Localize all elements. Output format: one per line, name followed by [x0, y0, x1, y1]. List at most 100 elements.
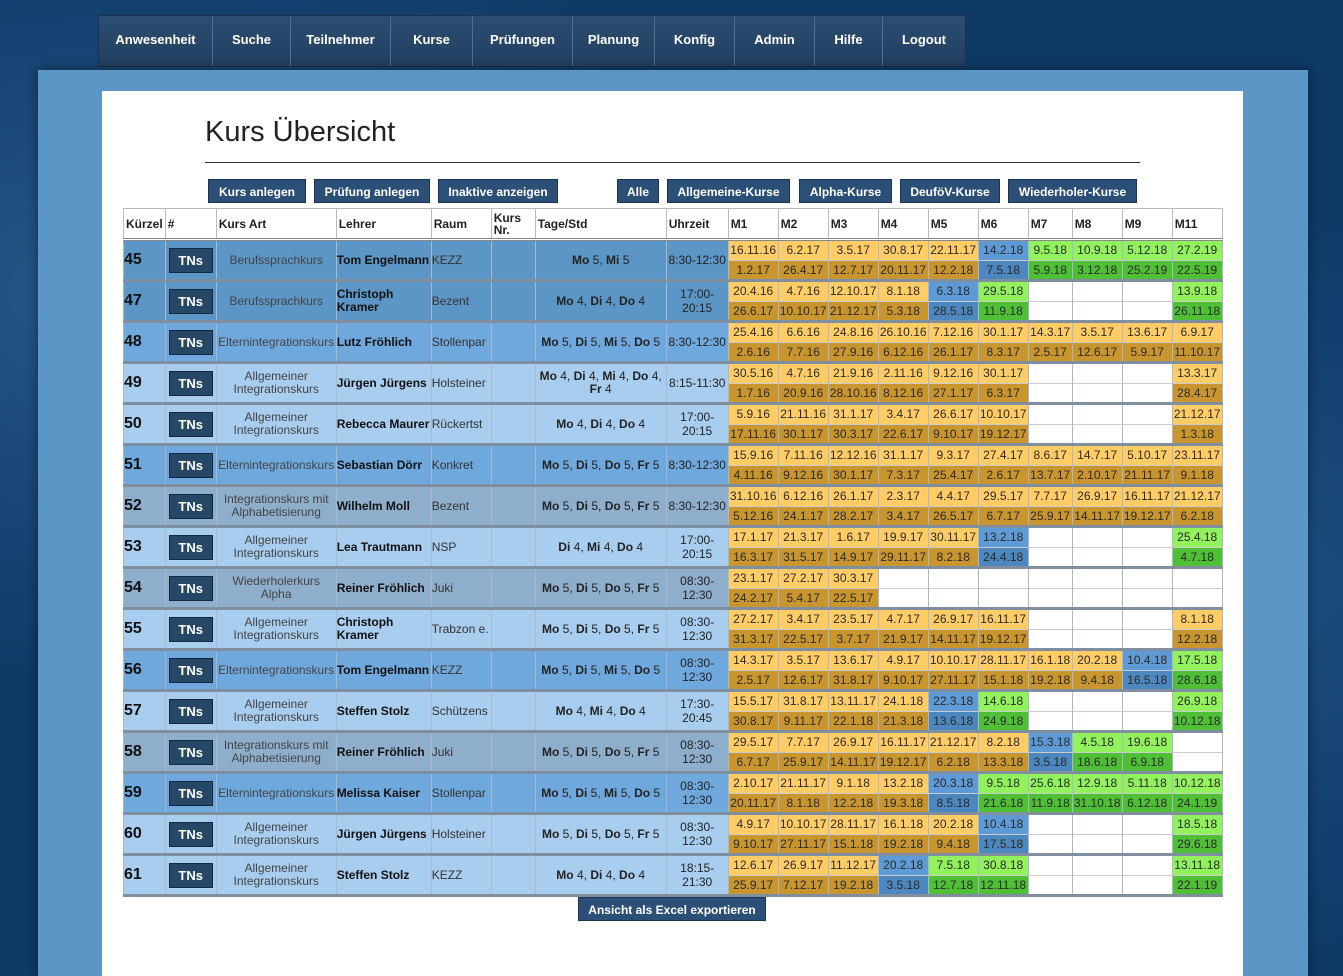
header-m1[interactable]: M1	[727, 208, 779, 241]
uhrzeit: 17:30-20:45	[665, 690, 729, 733]
header-uhrzeit[interactable]: Uhrzeit	[665, 208, 729, 241]
uhrzeit: 08:30-12:30	[665, 813, 729, 856]
filter-deufoev-button[interactable]: DeuföV-Kurse	[900, 179, 1000, 203]
modul-start: 13.2.18	[878, 774, 928, 793]
header-m11[interactable]: M11	[1171, 208, 1223, 241]
stunden: 5	[620, 785, 628, 800]
modul-cell: 3.4.17 22.5.17	[777, 608, 829, 651]
filter-allgemeine-button[interactable]: Allgemeine-Kurse	[667, 179, 790, 203]
tns-button[interactable]: TNs	[168, 493, 213, 519]
header-raum[interactable]: Raum	[430, 208, 492, 241]
tns-button[interactable]: TNs	[168, 247, 213, 273]
tage-std: Mo 4, Di 4, Mi 4, Do 4, Fr 4	[534, 362, 667, 405]
nav-item-prfungen[interactable]: Prüfungen	[473, 16, 573, 66]
tns-button[interactable]: TNs	[168, 370, 213, 396]
tns-button[interactable]: TNs	[168, 616, 213, 642]
kurs-nr	[490, 731, 536, 774]
tage-std: Mo 4, Di 4, Do 4	[534, 403, 667, 446]
tns-button[interactable]: TNs	[168, 329, 213, 355]
modul-start: 1.6.17	[828, 528, 878, 547]
modul-start: 23.5.17	[828, 610, 878, 629]
modul-start: 31.8.17	[778, 692, 828, 711]
filter-wiederholer-button[interactable]: Wiederholer-Kurse	[1008, 179, 1137, 203]
tn-cell: TNs	[164, 280, 217, 323]
header-kurs-nr[interactable]: Kurs Nr.	[490, 208, 536, 241]
inaktive-anzeigen-button[interactable]: Inaktive anzeigen	[438, 179, 558, 203]
header-m5[interactable]: M5	[927, 208, 979, 241]
filter-alpha-button[interactable]: Alpha-Kurse	[799, 179, 892, 203]
wochentag: Do	[619, 293, 636, 308]
header-m7[interactable]: M7	[1027, 208, 1073, 241]
pruefung-anlegen-button[interactable]: Prüfung anlegen	[314, 179, 430, 203]
header-kurs-art[interactable]: Kurs Art	[215, 208, 337, 241]
modul-end: 20.11.17	[878, 260, 928, 279]
tns-button[interactable]: TNs	[168, 780, 213, 806]
stunden: 5	[620, 334, 628, 349]
header-kuerzel[interactable]: Kürzel	[123, 208, 166, 241]
modul-start: 5.9.16	[728, 405, 778, 424]
modul-end: 7.3.17	[878, 465, 928, 484]
tns-button[interactable]: TNs	[168, 698, 213, 724]
tns-button[interactable]: TNs	[168, 534, 213, 560]
header-m2[interactable]: M2	[777, 208, 829, 241]
tage-std: Mo 5, Mi 5	[534, 239, 667, 282]
header-tage[interactable]: Tage/Std	[534, 208, 667, 241]
wochentag: Fr	[637, 621, 650, 636]
modul-end: 26.4.17	[778, 260, 828, 279]
header-nr[interactable]: #	[164, 208, 217, 241]
modul-cell: 26.1.17 28.2.17	[827, 485, 879, 528]
kurs-id: 58	[123, 731, 166, 774]
header-m3[interactable]: M3	[827, 208, 879, 241]
modul-start	[1122, 692, 1172, 711]
nav-item-konfig[interactable]: Konfig	[655, 16, 735, 66]
tns-button[interactable]: TNs	[168, 288, 213, 314]
excel-export-button[interactable]: Ansicht als Excel exportieren	[578, 897, 766, 921]
modul-cell: 7.12.16 26.1.17	[927, 321, 979, 364]
header-lehrer[interactable]: Lehrer	[335, 208, 432, 241]
modul-cell: 30.8.17 20.11.17	[877, 239, 929, 282]
modul-start: 6.9.17	[1172, 323, 1222, 342]
stunden: 5	[561, 785, 569, 800]
tns-button[interactable]: TNs	[168, 411, 213, 437]
stunden: 4	[638, 416, 646, 431]
tn-cell: TNs	[164, 362, 217, 405]
modul-end	[1028, 875, 1072, 894]
modul-cell: 8.1.18 12.2.18	[1171, 608, 1223, 651]
stunden: 5	[591, 498, 599, 513]
nav-item-admin[interactable]: Admin	[735, 16, 815, 66]
kurs-anlegen-button[interactable]: Kurs anlegen	[208, 179, 306, 203]
tns-button[interactable]: TNs	[168, 739, 213, 765]
nav-item-planung[interactable]: Planung	[573, 16, 655, 66]
tns-button[interactable]: TNs	[168, 821, 213, 847]
modul-start	[928, 569, 978, 588]
tns-button[interactable]: TNs	[168, 575, 213, 601]
nav-item-teilnehmer[interactable]: Teilnehmer	[291, 16, 391, 66]
header-m6[interactable]: M6	[977, 208, 1029, 241]
tage-std: Mo 4, Di 4, Do 4	[534, 280, 667, 323]
modul-end: 9.1.18	[1172, 465, 1222, 484]
modul-start	[1172, 569, 1222, 588]
kurs-art: Allgemeiner Integrationskurs	[215, 362, 337, 405]
nav-item-hilfe[interactable]: Hilfe	[815, 16, 883, 66]
modul-end: 22.5.19	[1172, 260, 1222, 279]
modul-start: 13.11.18	[1172, 856, 1222, 875]
modul-end: 2.6.17	[978, 465, 1028, 484]
header-m8[interactable]: M8	[1071, 208, 1123, 241]
filter-alle-button[interactable]: Alle	[617, 179, 659, 203]
nav-item-logout[interactable]: Logout	[883, 16, 965, 66]
nav-item-kurse[interactable]: Kurse	[391, 16, 473, 66]
kurs-art: Elternintegrationskurs	[215, 649, 337, 692]
kurs-id: 59	[123, 772, 166, 815]
nav-item-anwesenheit[interactable]: Anwesenheit	[99, 16, 213, 66]
modul-cell: 22.11.17 12.2.18	[927, 239, 979, 282]
modul-cell: 20.2.18 9.4.18	[927, 813, 979, 856]
modul-cell	[1171, 567, 1223, 610]
tns-button[interactable]: TNs	[168, 452, 213, 478]
tns-button[interactable]: TNs	[168, 657, 213, 683]
modul-cell: 2.3.17 3.4.17	[877, 485, 929, 528]
nav-item-suche[interactable]: Suche	[213, 16, 291, 66]
modul-end	[1028, 629, 1072, 648]
tns-button[interactable]: TNs	[168, 862, 213, 888]
header-m4[interactable]: M4	[877, 208, 929, 241]
header-m9[interactable]: M9	[1121, 208, 1173, 241]
